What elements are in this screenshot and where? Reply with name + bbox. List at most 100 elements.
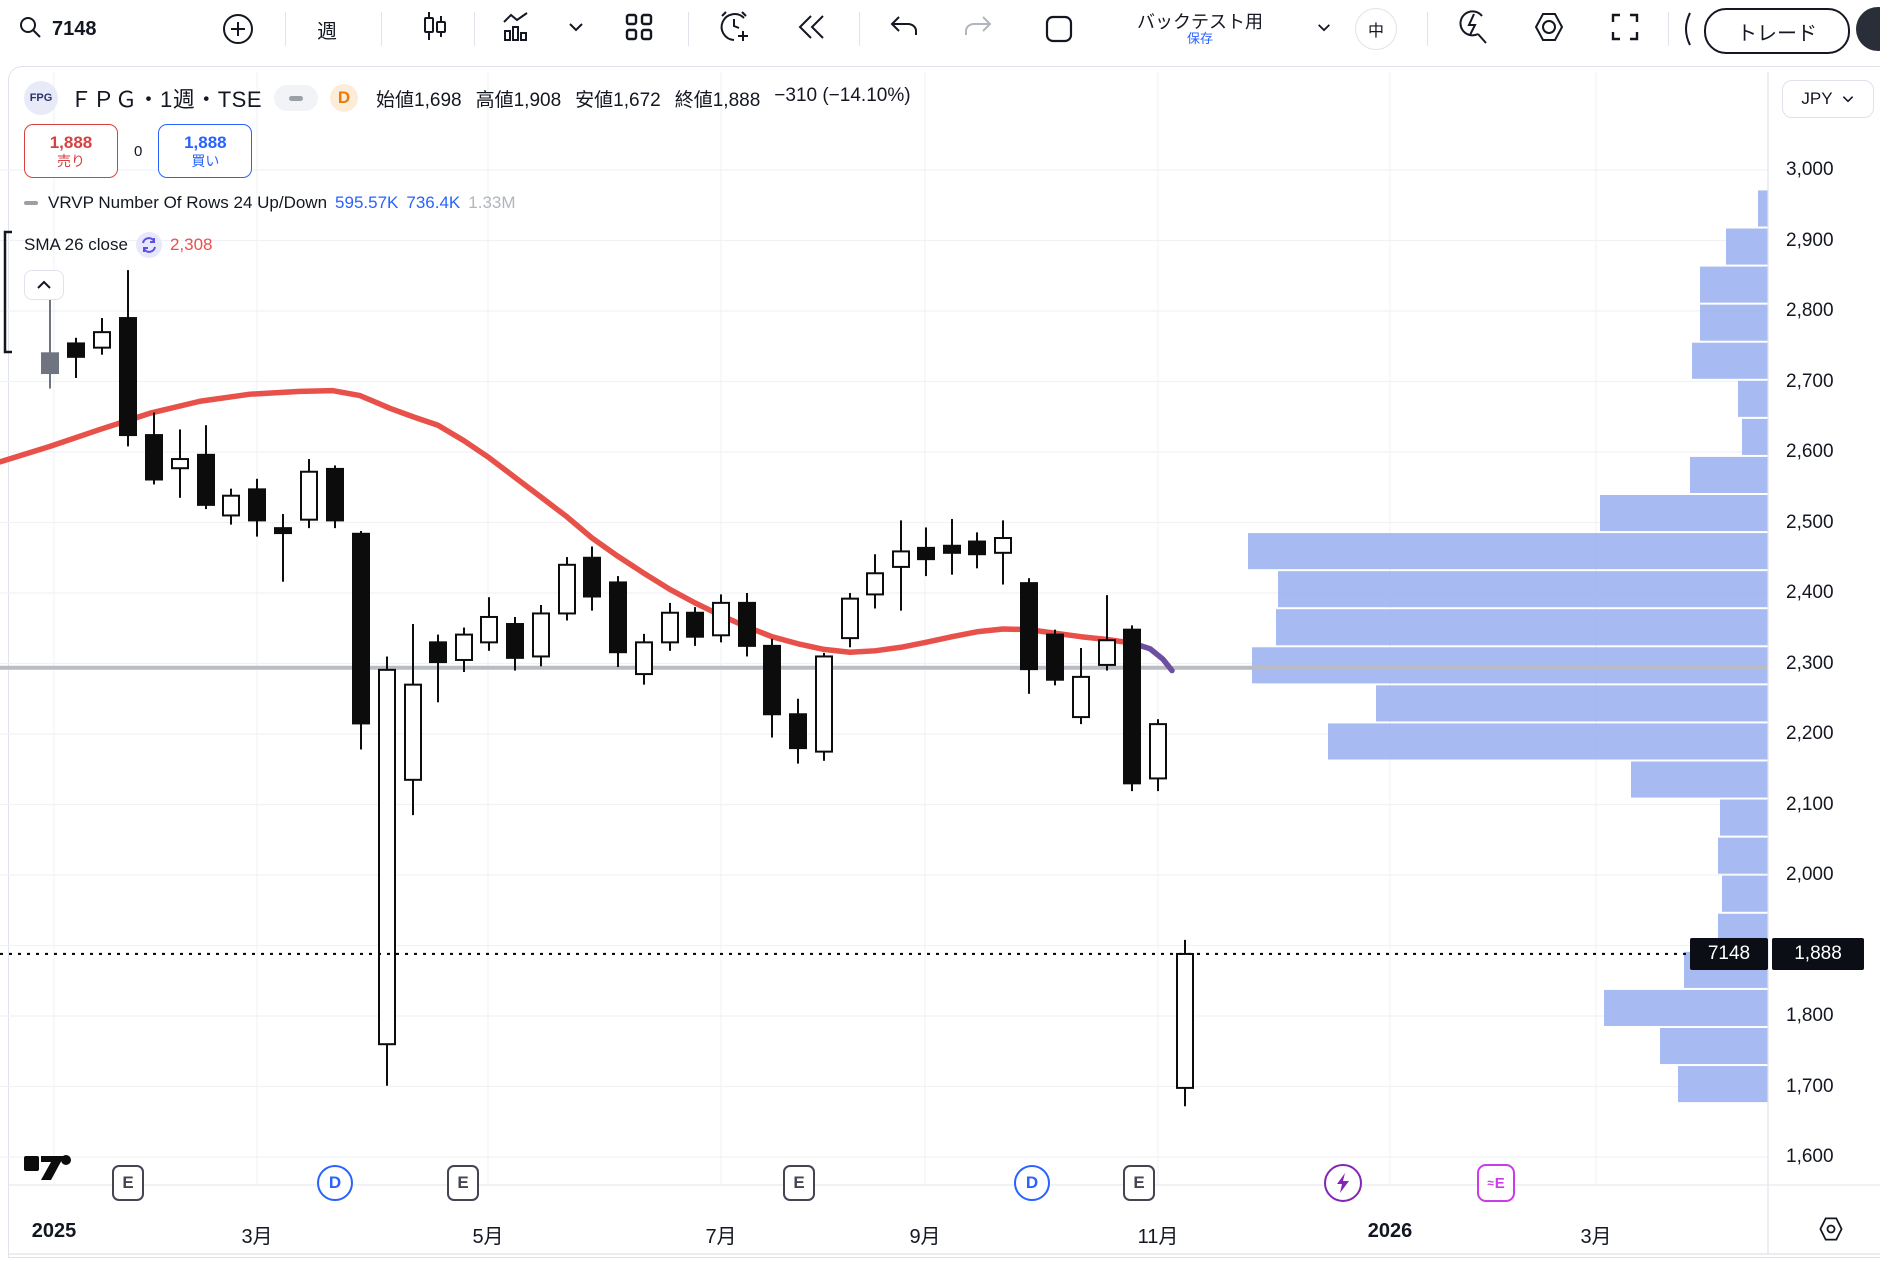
undo-button[interactable]	[878, 0, 930, 58]
buy-button[interactable]: 1,888 買い	[158, 124, 253, 178]
sell-button[interactable]: 1,888 売り	[24, 124, 118, 178]
dividend-badge[interactable]: D	[1014, 1165, 1050, 1201]
candle-body[interactable]	[429, 641, 447, 664]
candle-body[interactable]	[712, 601, 730, 637]
symbol-search[interactable]: 7148	[18, 0, 148, 58]
candle-body[interactable]	[583, 556, 601, 598]
candle-body[interactable]	[815, 655, 833, 753]
time-tick-label: 2026	[1367, 1220, 1413, 1242]
indicator-vrvp[interactable]: VRVP Number Of Rows 24 Up/Down 595.57K 7…	[24, 193, 516, 213]
collapse-legend-button[interactable]	[24, 270, 64, 300]
candle-body[interactable]	[326, 467, 344, 522]
volume-profile-bar	[1692, 342, 1768, 379]
candle-body[interactable]	[480, 615, 498, 644]
candle-body[interactable]	[532, 612, 550, 658]
candle-body[interactable]	[378, 668, 396, 1046]
trade-button[interactable]: トレード	[1704, 8, 1850, 54]
candle-body[interactable]	[1176, 952, 1194, 1089]
save-link[interactable]: 保存	[1186, 30, 1213, 46]
layout-dropdown[interactable]	[1306, 0, 1342, 58]
candle-body[interactable]	[455, 633, 473, 661]
candle-body[interactable]	[1020, 582, 1038, 671]
symbol-title[interactable]: ＦＰＧ・1週・TSE	[70, 87, 263, 112]
chevron-down-icon	[567, 20, 585, 38]
candle-body[interactable]	[404, 683, 422, 781]
layout-grid-button[interactable]	[612, 0, 666, 58]
candle-body[interactable]	[352, 532, 370, 725]
layout-checkbox[interactable]	[1036, 0, 1082, 58]
earnings-badge[interactable]: E	[112, 1165, 144, 1201]
volume-profile-bar	[1248, 533, 1768, 570]
candle-body[interactable]	[841, 597, 859, 640]
candle-body[interactable]	[609, 581, 627, 654]
candle-body[interactable]	[93, 331, 111, 349]
dividend-badge[interactable]: D	[317, 1165, 353, 1201]
publish-button[interactable]	[1524, 0, 1574, 58]
interval-button[interactable]: 週	[300, 0, 354, 58]
earnings-badge[interactable]: E	[1123, 1165, 1155, 1201]
candle-body[interactable]	[661, 611, 679, 644]
candle-body[interactable]	[1072, 675, 1090, 719]
redo-button[interactable]	[952, 0, 1004, 58]
candle-body[interactable]	[763, 644, 781, 716]
split-lightning-badge[interactable]	[1324, 1164, 1362, 1202]
earnings-badge[interactable]: E	[447, 1165, 479, 1201]
layout-name-button[interactable]: バックテスト用 保存	[1095, 0, 1305, 58]
candle-body[interactable]	[41, 352, 59, 375]
candle-body[interactable]	[145, 434, 163, 481]
compare-add-button[interactable]	[215, 0, 261, 58]
candle-body[interactable]	[1046, 633, 1064, 681]
refresh-icon[interactable]	[135, 232, 162, 258]
earnings-badge[interactable]: E	[783, 1165, 815, 1201]
candle-body[interactable]	[968, 540, 986, 556]
candle-body[interactable]	[738, 601, 756, 647]
candle-body[interactable]	[274, 527, 292, 535]
sma-value: 2,308	[169, 235, 213, 254]
quick-search-button[interactable]	[1448, 0, 1498, 58]
candle-body[interactable]	[994, 537, 1012, 554]
candle-body[interactable]	[1098, 639, 1116, 666]
candle-body[interactable]	[866, 572, 884, 596]
candle-body[interactable]	[917, 546, 935, 561]
candle-body[interactable]	[789, 713, 807, 750]
candle-body[interactable]	[558, 563, 576, 615]
tradingview-logo[interactable]	[24, 1146, 76, 1185]
data-source-badge[interactable]: D	[330, 84, 359, 112]
fullscreen-button[interactable]	[1600, 0, 1650, 58]
hide-icon[interactable]	[274, 85, 319, 111]
ohlc-readout: 始値1,698 高値1,908 安値1,672 終値1,888 −310 (−1…	[376, 84, 911, 111]
currency-button[interactable]: JPY	[1782, 80, 1874, 118]
replay-button[interactable]	[786, 0, 838, 58]
candle-body[interactable]	[248, 488, 266, 522]
price-tick-label: 2,400	[1786, 582, 1834, 603]
estimated-earnings-badge[interactable]: ≈ E	[1477, 1164, 1515, 1202]
indicator-sma[interactable]: SMA 26 close 2,308	[24, 232, 213, 258]
candle-body[interactable]	[119, 317, 137, 437]
candle-body[interactable]	[171, 458, 189, 470]
candle-body[interactable]	[635, 641, 653, 676]
sma-line[interactable]	[0, 387, 1135, 655]
candle-body[interactable]	[506, 623, 524, 659]
candle-body[interactable]	[1123, 628, 1141, 785]
candle-body[interactable]	[300, 470, 318, 521]
candle-body[interactable]	[943, 544, 961, 554]
price-tick-label: 2,700	[1786, 370, 1834, 392]
chart-type-button[interactable]	[408, 0, 462, 58]
candle-body[interactable]	[1149, 723, 1167, 780]
indicators-dropdown[interactable]	[556, 0, 596, 58]
candle-body[interactable]	[67, 342, 85, 358]
axis-settings-gear-icon[interactable]	[1816, 1214, 1846, 1249]
chevron-down-icon	[1316, 20, 1332, 38]
candle-body[interactable]	[892, 550, 910, 568]
size-label: 中	[1367, 23, 1384, 40]
size-button[interactable]: 中	[1352, 0, 1400, 58]
alert-button[interactable]	[706, 0, 762, 58]
avatar[interactable]	[1856, 7, 1880, 51]
candle-body[interactable]	[197, 453, 215, 506]
candle-body[interactable]	[686, 611, 704, 638]
volume-profile-bar	[1278, 571, 1768, 608]
candle-body[interactable]	[222, 494, 240, 517]
indicators-button[interactable]	[492, 0, 542, 58]
